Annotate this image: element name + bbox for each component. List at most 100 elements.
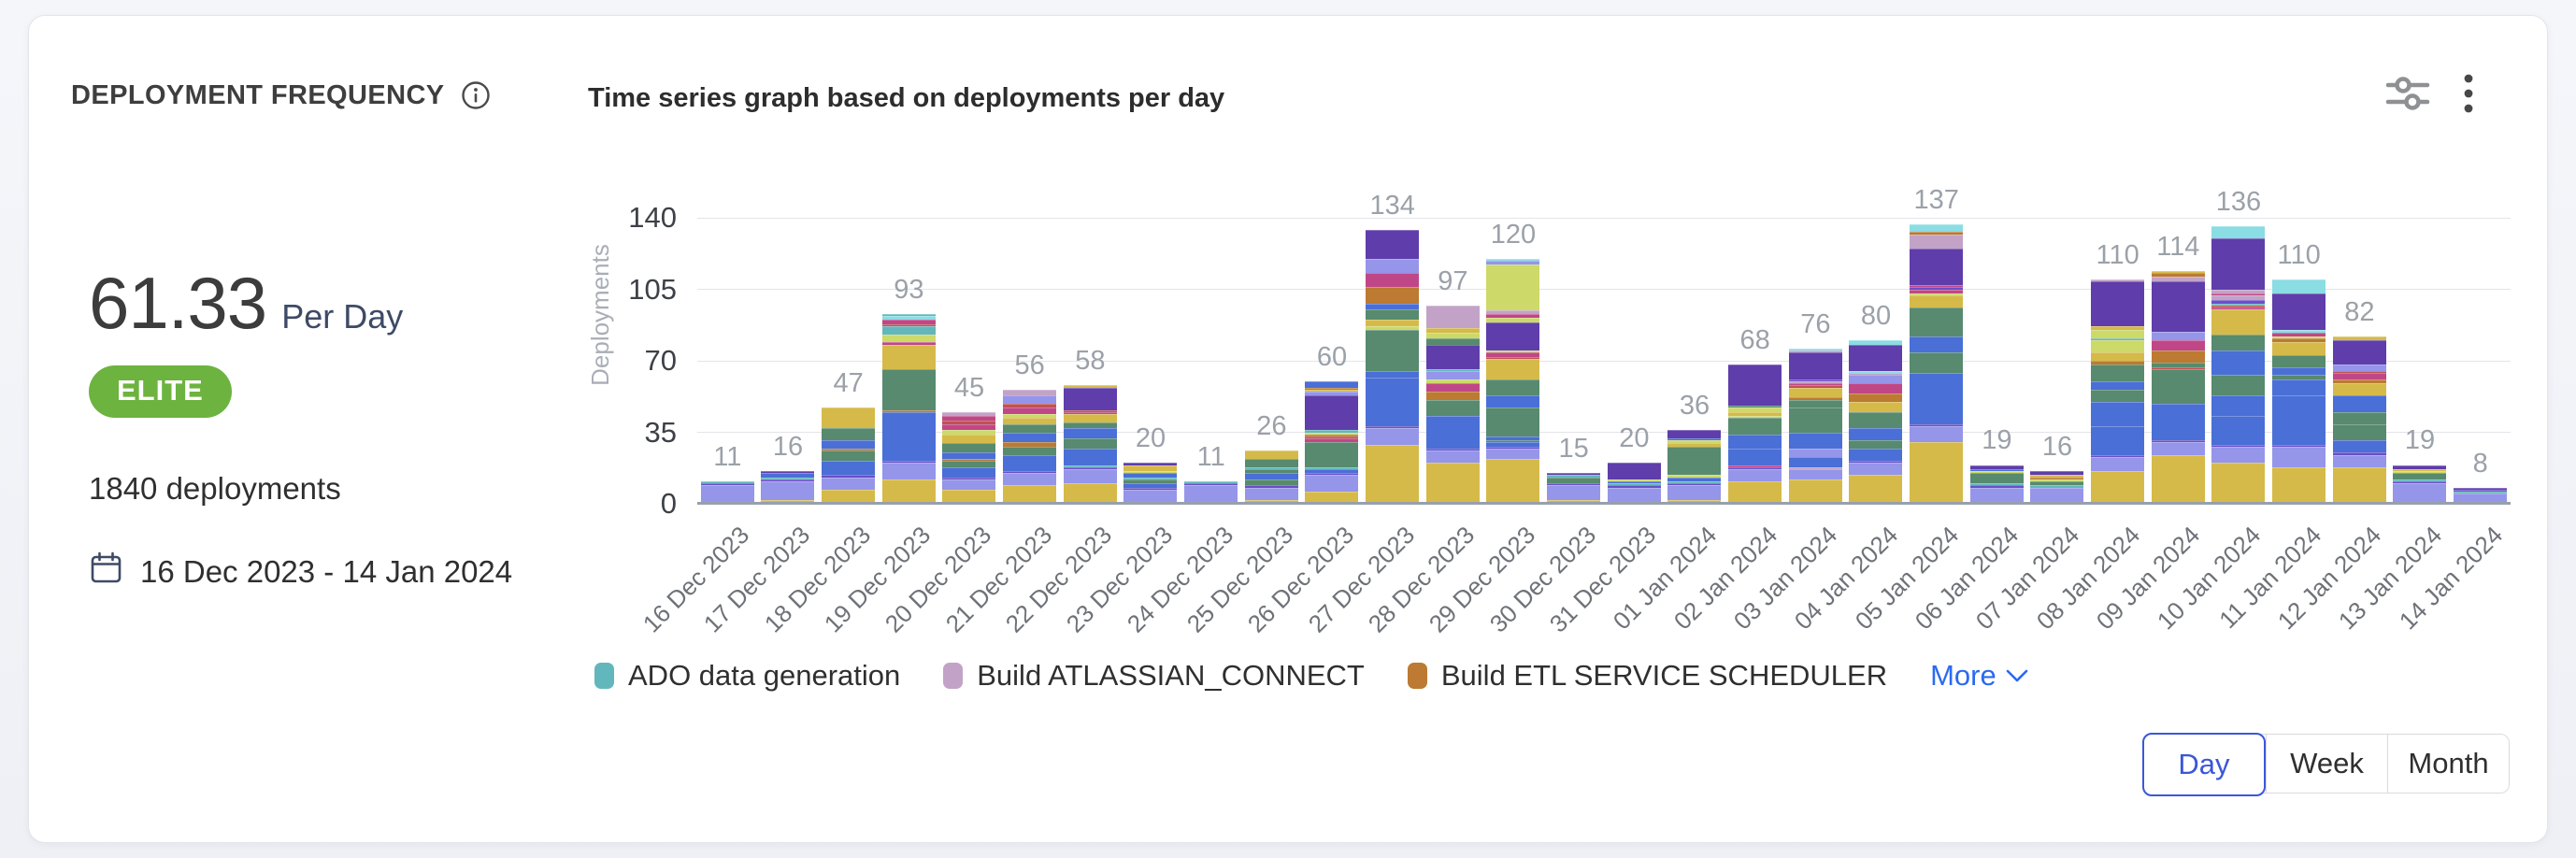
bar-segment [1366,230,1420,259]
bar-segment [1667,475,1722,478]
chart-bar-25-dec-2023[interactable] [1244,450,1298,504]
bar-segment [1667,430,1722,439]
bar-segment [1667,481,1722,484]
chart-bar-01-jan-2024[interactable] [1667,430,1722,504]
chart-bar-02-jan-2024[interactable] [1728,365,1782,504]
kebab-menu-icon[interactable] [2463,73,2474,114]
bar-segment [1366,325,1420,331]
chart-bar-13-jan-2024[interactable] [2393,465,2447,504]
legend-label: Build ETL SERVICE SCHEDULER [1440,659,1888,692]
bar-segment [2030,477,2084,479]
bar-segment [1486,379,1540,396]
bar-segment [700,483,754,486]
bar-segment [1969,485,2024,488]
chart-bar-27-dec-2023[interactable] [1366,230,1420,504]
bar-value-label: 136 [2215,186,2262,217]
bar-segment [1486,356,1540,359]
chart-bar-28-dec-2023[interactable] [1425,306,1480,504]
chart-bar-14-jan-2024[interactable] [2454,487,2508,504]
bar-segment [1486,350,1540,353]
bar-segment [1123,489,1178,502]
bar-segment [1849,475,1903,504]
bar-segment [2211,416,2266,445]
chart-bar-22-dec-2023[interactable] [1063,385,1117,504]
bar-segment [2151,332,2205,341]
bar-segment [1063,468,1117,484]
bar-segment [1910,352,1964,374]
chart-bar-03-jan-2024[interactable] [1788,349,1842,504]
bar-segment [1425,449,1480,451]
chart-bar-26-dec-2023[interactable] [1305,381,1359,504]
bar-segment [2091,361,2145,365]
bar-segment [2211,238,2266,290]
bar-segment [2151,442,2205,455]
chart-bar-05-jan-2024[interactable] [1910,223,1964,504]
bar-segment [1728,434,1782,450]
bar-segment [2211,293,2266,296]
chart-bar-23-dec-2023[interactable] [1123,463,1178,504]
chart-bar-18-dec-2023[interactable] [822,408,876,504]
bar-segment [881,411,936,462]
chart-bar-09-jan-2024[interactable] [2151,270,2205,504]
chart-bar-16-dec-2023[interactable] [700,481,754,504]
chart-bar-19-dec-2023[interactable] [881,313,936,504]
bar-segment [1305,473,1359,476]
bar-value-label: 8 [2472,448,2488,479]
chart-bar-21-dec-2023[interactable] [1003,389,1057,504]
granularity-button-week[interactable]: Week [2266,735,2387,793]
chart-bar-06-jan-2024[interactable] [1969,465,2024,504]
bar-value-label: 80 [1860,301,1892,332]
bar-segment [1728,465,1782,467]
bar-segment [1547,483,1601,486]
bar-segment [1425,368,1480,371]
bar-segment [1305,438,1359,443]
bar-segment [1849,440,1903,450]
chart-bar-11-jan-2024[interactable] [2272,279,2326,504]
chart-bar-08-jan-2024[interactable] [2091,279,2145,504]
bar-segment [1788,385,1842,388]
bar-segment [942,489,996,504]
bar-segment [2211,446,2266,464]
legend-item-3[interactable]: Build ETL SERVICE SCHEDULER [1407,659,1888,693]
info-icon[interactable] [460,79,492,111]
chart-bar-04-jan-2024[interactable] [1849,340,1903,504]
filter-sliders-icon[interactable] [2384,70,2431,117]
bar-segment [1003,395,1057,405]
bar-segment [1910,232,1964,235]
bar-segment [2332,365,2386,372]
bar-segment [1486,322,1540,351]
bar-segment [1969,487,2024,502]
bar-segment [2272,336,2326,339]
bar-segment [1425,332,1480,339]
bar-segment [1849,411,1903,429]
bar-segment [1003,418,1057,424]
chart-bar-12-jan-2024[interactable] [2332,336,2386,504]
legend-item-2[interactable]: Build ATLASSIAN_CONNECT [943,659,1365,693]
legend-more-link[interactable]: More [1930,659,2028,693]
bar-segment [881,461,936,464]
chart-bar-07-jan-2024[interactable] [2030,471,2084,504]
granularity-button-day[interactable]: Day [2142,733,2266,796]
chart-bar-29-dec-2023[interactable] [1486,258,1540,504]
chart-bar-30-dec-2023[interactable] [1547,473,1601,504]
chart-bar-24-dec-2023[interactable] [1184,481,1238,504]
chart-bar-20-dec-2023[interactable] [942,411,996,504]
granularity-button-month[interactable]: Month [2387,735,2509,793]
bar-segment [1607,483,1661,486]
chart-bar-17-dec-2023[interactable] [761,471,815,504]
bar-segment [2091,425,2145,455]
bar-segment [1910,289,1964,293]
legend-item-1[interactable]: ADO data generation [594,659,900,693]
chart-bar-31-dec-2023[interactable] [1607,463,1661,504]
bar-value-label: 134 [1369,191,1415,222]
bar-segment [1788,352,1842,379]
bar-segment [1244,473,1298,479]
bar-segment [1486,265,1540,310]
bar-segment [1063,411,1117,414]
chart-bar-10-jan-2024[interactable] [2211,225,2266,504]
bar-segment [2332,452,2386,455]
granularity-toggle: Day Week Month [2142,733,2510,796]
bar-segment [1063,385,1117,388]
bar-segment [700,485,754,502]
bar-segment [1305,468,1359,474]
